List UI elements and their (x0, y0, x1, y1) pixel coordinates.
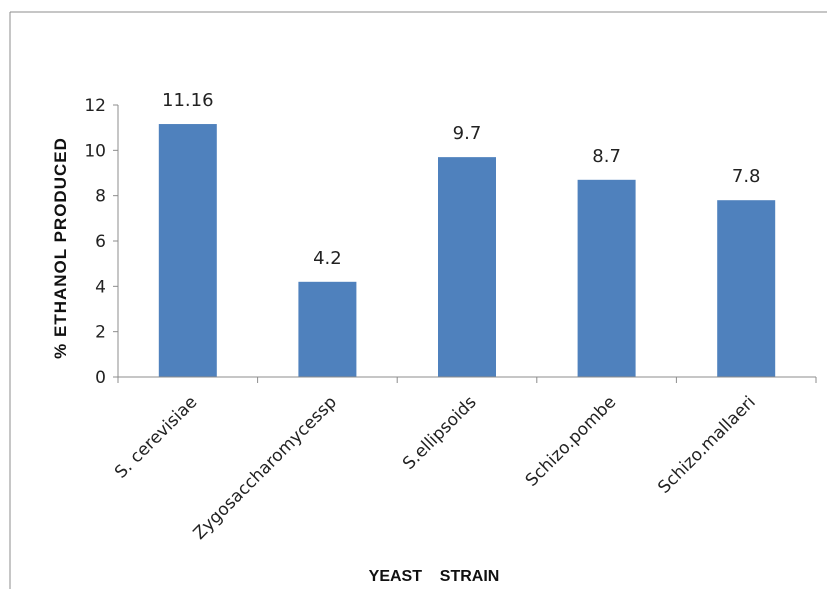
y-tick-label: 8 (95, 187, 106, 207)
x-tick-label: Schizo.pombe (522, 392, 620, 490)
y-tick-label: 10 (84, 141, 106, 161)
data-label: 9.7 (453, 123, 482, 144)
data-label: 11.16 (162, 90, 214, 111)
data-label: 7.8 (732, 166, 761, 187)
x-tick-label: S.ellipsoids (399, 392, 481, 474)
bar (717, 200, 776, 377)
data-label: 4.2 (313, 248, 342, 269)
y-tick-label: 6 (95, 232, 106, 252)
data-label: 8.7 (592, 146, 621, 167)
y-tick-label: 4 (95, 277, 106, 297)
x-tick-label: Zygosaccharomycessp (190, 392, 341, 543)
bars-group (158, 124, 776, 377)
bar (438, 157, 496, 377)
bar (298, 281, 357, 377)
y-tick-label: 0 (95, 368, 106, 388)
axes-group (113, 104, 817, 383)
y-tick-label: 2 (95, 323, 106, 343)
bar (577, 179, 636, 377)
x-axis-title: YEAST STRAIN (369, 568, 500, 585)
x-tick-label: Schizo.mallaeri (654, 392, 759, 497)
bar (158, 124, 217, 377)
y-axis-title: % ETHANOL PRODUCED (51, 137, 70, 359)
x-tick-label: S. cerevisiae (111, 392, 201, 482)
y-tick-label: 12 (84, 96, 106, 116)
